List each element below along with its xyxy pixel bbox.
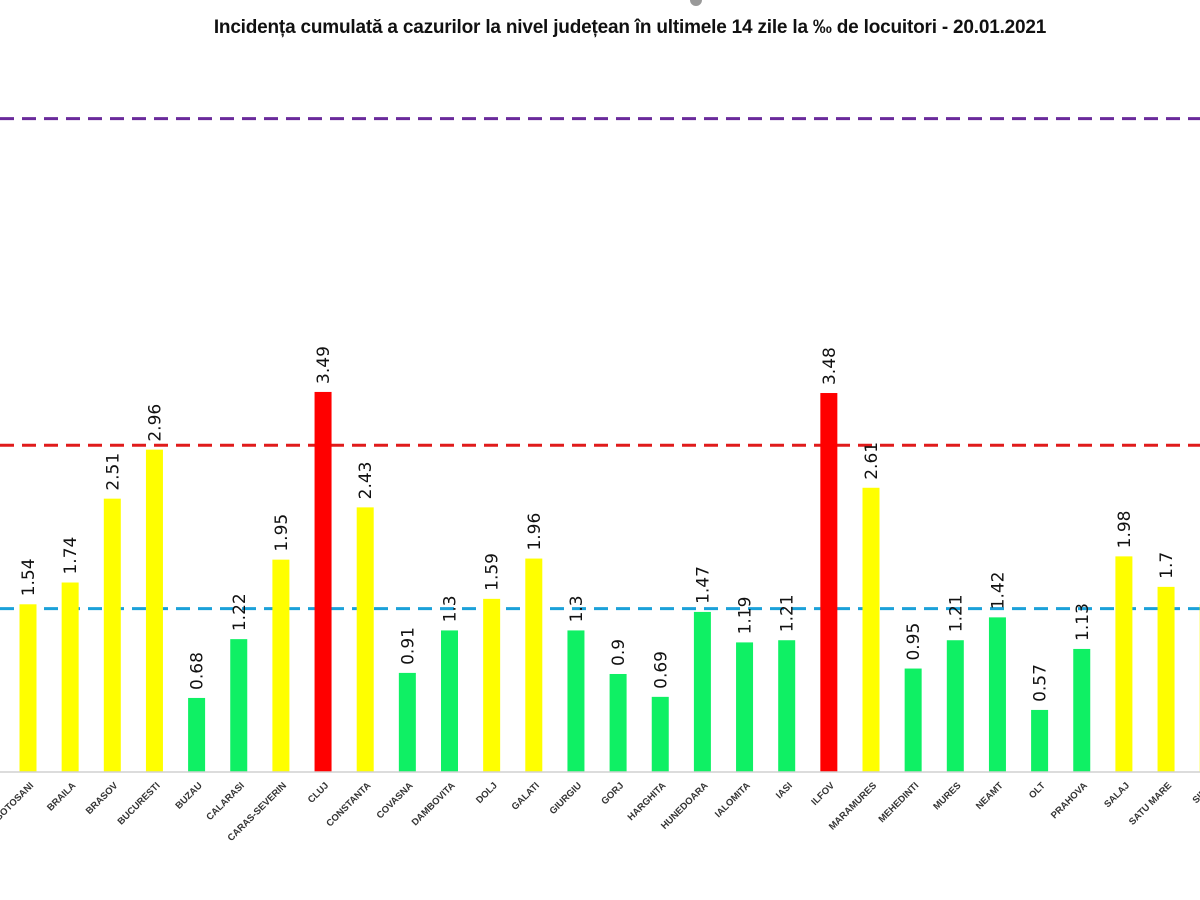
bar-brasov: [103, 498, 121, 772]
value-labels: 1.541.742.512.960.681.221.953.492.430.91…: [19, 346, 1200, 702]
category-label: DAMBOVITA: [410, 780, 458, 828]
value-label: 1.47: [693, 566, 713, 604]
bar-braila: [61, 582, 79, 772]
bar-giurgiu: [567, 630, 585, 772]
value-label: 0.91: [398, 627, 418, 665]
value-label: 1.19: [736, 597, 756, 635]
category-label: CLUJ: [306, 780, 331, 805]
value-label: 1.54: [19, 558, 39, 596]
value-label: 1.21: [946, 594, 966, 632]
value-label: 1.3: [441, 595, 461, 622]
category-label: GIURGIU: [548, 780, 585, 817]
category-label: CALARASI: [204, 780, 246, 822]
category-label: SALAJ: [1102, 780, 1132, 810]
bar-dolj: [483, 598, 501, 772]
value-label: 2.61: [862, 442, 882, 480]
chart-title: Incidența cumulată a cazurilor la nivel …: [213, 17, 1047, 38]
category-label: HARGHITA: [626, 780, 669, 823]
category-label: BUZAU: [173, 780, 204, 811]
category-label: OLT: [1027, 780, 1048, 801]
category-label: GALATI: [510, 780, 542, 812]
bar-iasi: [778, 640, 796, 772]
value-label: 1.42: [988, 572, 1008, 610]
bar-mehedinti: [904, 668, 922, 772]
bar-caras-severin: [272, 559, 290, 772]
category-label: MURES: [931, 780, 963, 812]
category-label: BRAILA: [45, 780, 78, 813]
category-label: MEHEDINTI: [877, 780, 922, 825]
bar-olt: [1031, 709, 1049, 772]
bar-prahova: [1073, 648, 1091, 772]
value-label: 0.68: [188, 652, 208, 690]
category-label: BUCURESTI: [116, 780, 163, 827]
value-label: 1.13: [1073, 603, 1093, 641]
bars: [19, 391, 1200, 772]
category-label: CONSTANTA: [324, 780, 373, 829]
bar-cluj: [314, 391, 332, 772]
value-label: 1.21: [778, 594, 798, 632]
bar-mures: [946, 640, 964, 772]
value-label: 0.57: [1031, 664, 1051, 702]
bar-harghita: [651, 696, 669, 772]
value-label: 3.48: [820, 347, 840, 385]
category-label: SIBIU: [1191, 780, 1200, 806]
value-label: 2.43: [356, 462, 376, 500]
bar-constanta: [356, 507, 374, 772]
bar-satu-mare: [1157, 586, 1175, 772]
bar-ialomita: [736, 642, 754, 772]
bar-galati: [525, 558, 543, 772]
value-label: 3.49: [314, 346, 334, 384]
category-label: IALOMITA: [713, 780, 753, 820]
category-label: BOTOSANI: [0, 780, 36, 823]
bar-neamt: [988, 617, 1006, 772]
threshold-lines: [0, 117, 1200, 611]
bar-calarasi: [230, 639, 248, 772]
category-label: PRAHOVA: [1049, 780, 1090, 821]
category-label: COVASNA: [375, 780, 416, 821]
category-label: DOLJ: [474, 780, 500, 806]
bar-buzau: [188, 697, 206, 772]
bar-ilfov: [820, 393, 838, 772]
bar-gorj: [609, 673, 627, 772]
value-label: 1.74: [61, 537, 81, 575]
value-label: 1.98: [1115, 511, 1135, 549]
category-label: SATU MARE: [1127, 780, 1174, 827]
value-label: 1.95: [272, 514, 292, 552]
value-label: 1.59: [483, 553, 503, 591]
bar-bucuresti: [145, 449, 163, 772]
value-label: 0.9: [609, 639, 629, 666]
value-label: 2.96: [145, 404, 165, 442]
bar-dambovita: [441, 630, 458, 772]
value-label: 1.3: [567, 595, 587, 622]
value-label: 2.51: [103, 453, 123, 491]
bar-salaj: [1115, 556, 1133, 772]
category-label: IASI: [774, 780, 795, 801]
category-label: GORJ: [599, 780, 626, 807]
bar-maramures: [862, 487, 880, 772]
bar-hunedoara: [693, 611, 711, 772]
category-label: BRASOV: [84, 780, 121, 817]
category-label: NEAMT: [974, 780, 1006, 812]
value-label: 1.96: [525, 513, 545, 551]
category-label: ILFOV: [809, 780, 837, 808]
value-label: 1.22: [230, 593, 250, 631]
bar-botosani: [19, 604, 37, 772]
value-label: 1.7: [1157, 552, 1177, 579]
bar-covasna: [398, 672, 416, 772]
value-label: 0.95: [904, 623, 924, 661]
top-indicator-dot: [690, 0, 702, 6]
value-label: 0.69: [651, 651, 671, 689]
